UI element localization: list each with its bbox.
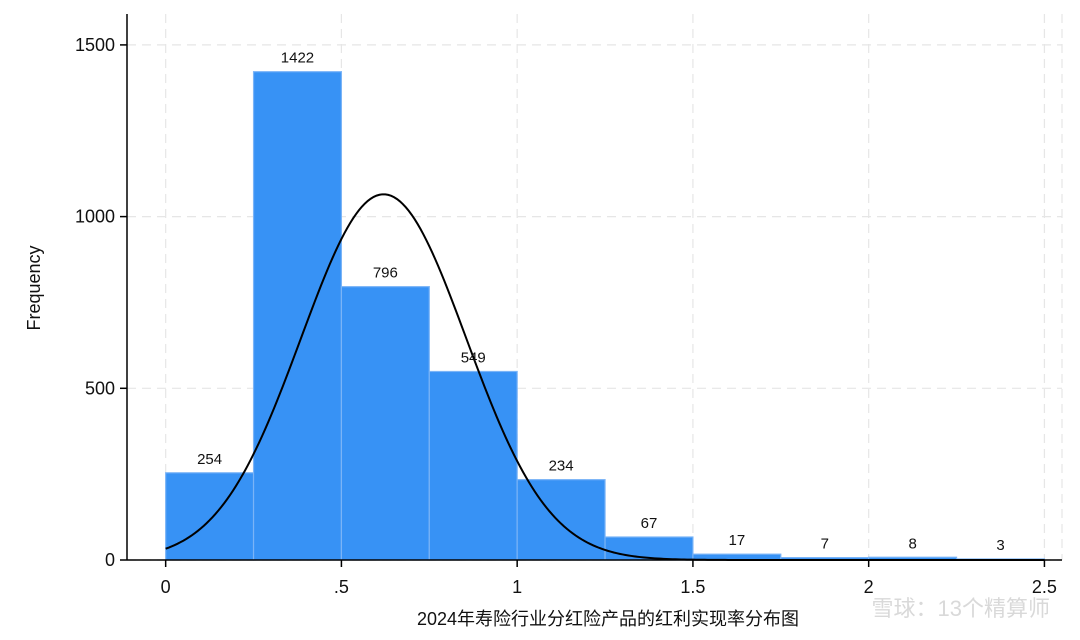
y-tick-label-2: 1000 [75,207,115,227]
x-tick-label-5: 2.5 [1032,577,1057,597]
x-tick-label-2: 1 [512,577,522,597]
histogram-bar-5 [604,536,694,561]
histogram-bar-3 [428,370,518,561]
histogram-bar-0 [165,472,255,561]
watermark: 雪球：13个精算师 [872,596,1050,621]
bar-label-0: 254 [197,451,222,468]
bar-label-6: 17 [729,532,746,549]
bar-label-4: 234 [549,458,574,475]
histogram-bar-4 [516,479,606,561]
x-tick-label-4: 2 [864,577,874,597]
bar-label-1: 1422 [281,50,314,67]
x-tick-label-0: 0 [161,577,171,597]
bar-label-9: 3 [996,537,1004,554]
x-tick-label-3: 1.5 [680,577,705,597]
bar-label-7: 7 [821,536,829,553]
bar-label-3: 549 [461,349,486,366]
y-axis-title: Frequency [24,245,44,330]
histogram-bars [165,71,1046,561]
y-tick-label-3: 1500 [75,35,115,55]
bar-label-2: 796 [373,265,398,282]
y-tick-label-0: 0 [105,550,115,570]
x-axis-title: 2024年寿险行业分红险产品的红利实现率分布图 [417,609,799,629]
bar-label-8: 8 [908,535,916,552]
bar-value-labels: 254 1422 796 549 234 67 17 7 8 3 [197,50,1005,554]
axes: 0 500 1000 1500 0 .5 1 1.5 2 2.5 [75,14,1062,597]
bar-label-5: 67 [641,515,658,532]
histogram-bar-2 [340,286,430,561]
histogram-bar-1 [252,71,343,561]
x-tick-label-1: .5 [334,577,349,597]
y-tick-label-1: 500 [85,378,115,398]
